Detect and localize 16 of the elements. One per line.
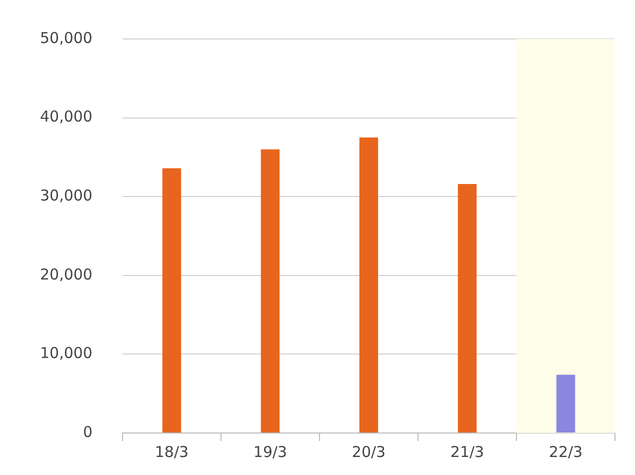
x-tick-label: 19/3: [253, 442, 288, 461]
y-tick-label: 20,000: [40, 265, 92, 284]
y-tick-label: 30,000: [40, 186, 92, 204]
x-tick-label: 18/3: [154, 442, 189, 461]
x-tick-label: 20/3: [352, 442, 386, 461]
bar: [359, 138, 378, 432]
bar: [260, 149, 280, 432]
bar: [556, 374, 576, 432]
y-tick-label: 10,000: [40, 344, 92, 362]
bar: [458, 184, 477, 432]
bar: [162, 168, 182, 432]
y-tick-label: 0: [82, 422, 92, 441]
y-tick-label: 40,000: [40, 108, 92, 126]
y-tick-label: 50,000: [40, 28, 92, 47]
x-tick-label: 21/3: [450, 442, 484, 461]
x-tick-label: 22/3: [548, 442, 583, 461]
